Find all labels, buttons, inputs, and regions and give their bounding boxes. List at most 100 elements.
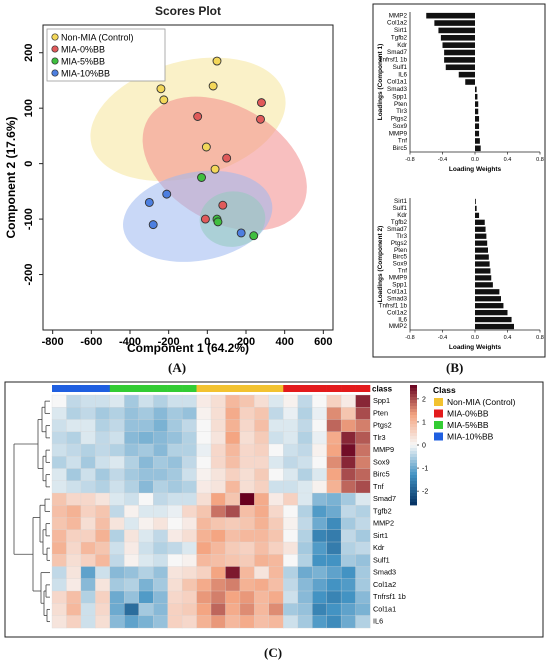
legend-marker xyxy=(51,45,59,53)
heatmap-cell xyxy=(225,578,241,592)
heatmap-cell xyxy=(51,566,67,580)
heatmap-cell xyxy=(340,468,356,482)
heatmap-cell xyxy=(268,603,284,616)
heatmap-cell xyxy=(80,468,96,482)
loading-category-label: MMP2 xyxy=(389,12,408,19)
heatmap-cell xyxy=(254,505,270,518)
heatmap-cell xyxy=(340,492,356,506)
heatmap-cell xyxy=(340,456,356,469)
heatmap-cell xyxy=(138,541,154,555)
heatmap-cell xyxy=(95,529,111,543)
heatmap-cell xyxy=(340,541,356,555)
heatmap-cell xyxy=(80,394,96,408)
heatmap-cell xyxy=(66,492,82,506)
heatmap-cell xyxy=(312,419,328,433)
heatmap-cell xyxy=(210,603,226,616)
heatmap-cell xyxy=(80,517,96,531)
heatmap-cell xyxy=(326,529,342,543)
heatmap-cell xyxy=(297,517,313,531)
heatmap-cell xyxy=(312,554,328,567)
loading-category-label: Birc5 xyxy=(393,145,408,152)
heatmap-cell xyxy=(80,419,96,433)
loading-bar xyxy=(445,64,475,71)
colorbar-segment xyxy=(410,481,417,485)
loading-bar xyxy=(475,296,501,302)
class-bar-cell xyxy=(254,385,270,392)
heatmap-cell xyxy=(109,578,125,592)
heatmap-cell xyxy=(268,566,284,580)
heatmap-cell xyxy=(95,407,111,420)
heatmap-cell xyxy=(312,541,328,555)
heatmap-cell xyxy=(109,590,125,604)
heatmap-cell xyxy=(124,407,140,420)
heatmap-cell xyxy=(326,431,342,445)
heatmap-row-label: Col1a2 xyxy=(373,580,396,589)
heatmap-cell xyxy=(124,480,140,494)
colorbar-segment xyxy=(410,457,417,461)
x-tick-label: 0 xyxy=(204,336,210,348)
loading-bar xyxy=(475,101,479,107)
heatmap-cell xyxy=(210,615,226,629)
loading-bar xyxy=(440,34,475,41)
heatmap-cell xyxy=(80,603,96,616)
heatmap-row-label: MMP2 xyxy=(373,519,394,528)
heatmap-cell xyxy=(297,566,313,580)
heatmap-cell xyxy=(297,529,313,543)
loading-category-label: Sox9 xyxy=(393,261,408,268)
colorbar-segment xyxy=(410,445,417,449)
heatmap-cell xyxy=(210,492,226,506)
heatmap-cell xyxy=(95,590,111,604)
colorbar-segment xyxy=(410,472,417,476)
y-axis-label: Component 2 (17.6%) xyxy=(4,116,18,238)
heatmap-cell xyxy=(51,615,67,629)
heatmap-cell xyxy=(124,443,140,457)
heatmap-cell xyxy=(66,590,82,604)
heatmap-cell xyxy=(167,517,183,531)
scatter-point xyxy=(144,198,154,207)
heatmap-cell xyxy=(153,578,169,592)
heatmap-cell xyxy=(51,517,67,531)
loadings-x-tick-label: 0.0 xyxy=(471,335,479,341)
heatmap-cell xyxy=(153,529,169,543)
loading-category-label: Tgfb2 xyxy=(391,219,408,226)
loading-category-label: Kdr xyxy=(397,42,407,49)
class-bar-cell xyxy=(355,385,371,392)
loading-bar xyxy=(458,71,475,78)
heatmap-cell xyxy=(95,480,111,494)
heatmap-cell xyxy=(109,517,125,531)
heatmap-cell xyxy=(124,590,140,604)
colorbar-segment xyxy=(410,478,417,482)
heatmap-cell xyxy=(196,566,212,580)
loadings-x-tick-label: 0.4 xyxy=(504,157,512,163)
heatmap-row-label: Tnfrsf1 1b xyxy=(373,592,406,601)
class-legend-swatch xyxy=(434,409,443,418)
heatmap-cell xyxy=(181,517,197,531)
heatmap-cell xyxy=(153,468,169,482)
panel-label-c: (C) xyxy=(264,645,283,660)
loading-bar xyxy=(426,12,475,19)
heatmap-cell xyxy=(355,541,371,555)
heatmap-cell xyxy=(268,456,284,469)
loadings-chart-2: Sirt1Sulf1KdrTgfb2Smad7Tlr3Ptgs2PtenBirc… xyxy=(377,198,544,351)
heatmap-cell xyxy=(124,529,140,543)
heatmap-cell xyxy=(210,529,226,543)
scores-plot-title: Scores Plot xyxy=(155,4,221,18)
heatmap-cell xyxy=(124,492,140,506)
heatmap-cell xyxy=(196,456,212,469)
heatmap-cell xyxy=(225,517,241,531)
heatmap-cell xyxy=(181,590,197,604)
heatmap-cell xyxy=(109,480,125,494)
colorbar-segment xyxy=(410,487,417,491)
heatmap-cell xyxy=(124,554,140,567)
heatmap-cell xyxy=(153,394,169,408)
heatmap-cell xyxy=(66,529,82,543)
heatmap-cell xyxy=(181,554,197,567)
loading-bar xyxy=(475,275,492,281)
heatmap-cell xyxy=(138,517,154,531)
class-bar-cell xyxy=(312,385,327,392)
heatmap-cell xyxy=(340,566,356,580)
loading-bar xyxy=(475,282,493,288)
colorbar-segment xyxy=(410,463,417,467)
heatmap-cell xyxy=(355,554,371,567)
x-axis-label: Component 1 (64.2%) xyxy=(127,341,249,355)
